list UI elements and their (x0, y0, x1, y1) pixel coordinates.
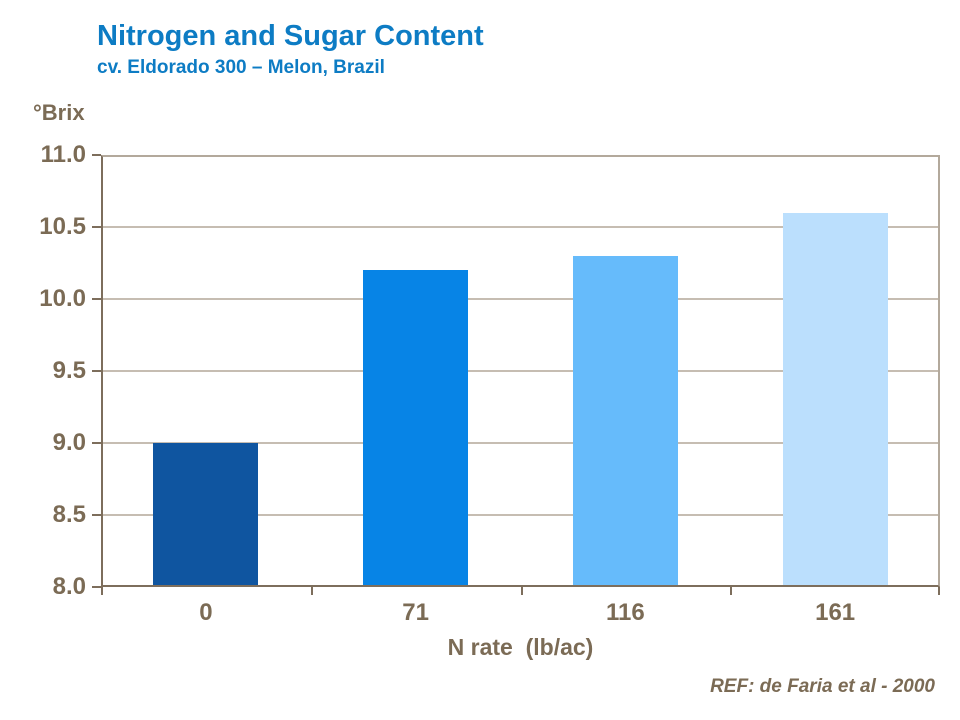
y-tick-label: 10.0 (39, 285, 86, 312)
chart-subtitle: cv. Eldorado 300 – Melon, Brazil (97, 57, 385, 78)
reference-text: REF: de Faria et al - 2000 (710, 676, 935, 697)
y-axis-tick (92, 586, 101, 588)
y-tick-label: 8.5 (52, 501, 86, 528)
y-tick-label: 10.5 (39, 213, 86, 240)
y-tick-label: 8.0 (52, 573, 86, 600)
x-axis-tick (101, 587, 103, 595)
bar (572, 255, 678, 585)
y-tick-label: 9.0 (52, 429, 86, 456)
y-tick-label: 9.5 (52, 357, 86, 384)
bar (153, 443, 259, 585)
y-axis-tick (92, 154, 101, 156)
gridline (103, 298, 938, 300)
gridline (103, 442, 938, 444)
x-tick-label: 0 (199, 599, 213, 626)
chart: 11.0 10.5 10.0 9.5 9.0 8.5 8.0 0 71 116 161 (39, 141, 940, 626)
bar (363, 270, 469, 585)
y-axis-tick (92, 370, 101, 372)
chart-title: Nitrogen and Sugar Content (97, 20, 484, 52)
x-axis-tick (310, 587, 313, 595)
x-tick-label: 161 (815, 599, 856, 626)
y-axis-tick (92, 298, 101, 300)
x-axis-tick (730, 587, 733, 595)
bar (782, 212, 888, 585)
gridline (103, 370, 938, 372)
gridline (103, 514, 938, 516)
x-axis-title: N rate (lb/ac) (447, 634, 594, 660)
y-tick-label: 11.0 (40, 141, 86, 168)
y-axis-title: °Brix (33, 100, 85, 125)
x-tick-label: 71 (402, 599, 429, 626)
gridline (103, 226, 938, 228)
x-axis-tick (938, 587, 940, 595)
x-tick-label: 116 (606, 599, 645, 626)
y-axis-tick (92, 226, 101, 228)
y-axis-tick (92, 442, 101, 444)
x-axis-tick (520, 587, 523, 595)
plot-area (101, 155, 940, 587)
y-axis-tick (92, 514, 101, 516)
